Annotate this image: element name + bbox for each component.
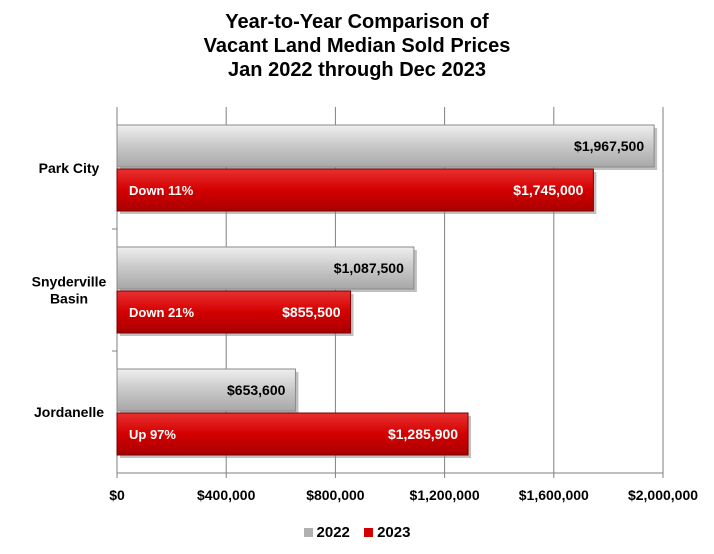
legend: 2022 2023 [0, 524, 714, 541]
bar-2022-2 [116, 368, 296, 412]
x-tick-label-3: $1,200,000 [410, 487, 480, 503]
x-tick-label-4: $1,600,000 [519, 487, 589, 503]
legend-item-2022: 2022 [303, 524, 350, 541]
legend-swatch-2022 [303, 528, 313, 537]
change-label-0: Down 11% [129, 183, 194, 198]
category-label-1-1: Basin [50, 291, 88, 307]
value-label-2022-0: $1,967,500 [574, 138, 644, 154]
bar-2023-0 [116, 168, 594, 212]
legend-label-2023: 2023 [377, 524, 411, 541]
category-label-1-0: Snyderville [32, 274, 107, 290]
change-label-1: Down 21% [129, 305, 194, 320]
chart-title-line-3: Jan 2022 through Dec 2023 [228, 59, 486, 81]
x-tick-label-1: $400,000 [197, 487, 256, 503]
value-label-2023-1: $855,500 [282, 304, 341, 320]
x-tick-label-0: $0 [109, 487, 125, 503]
value-label-2023-0: $1,745,000 [513, 182, 583, 198]
legend-item-2023: 2023 [364, 524, 410, 541]
bar-2023-1 [116, 290, 352, 334]
chart-title-line-2: Vacant Land Median Sold Prices [203, 35, 511, 57]
bar-2023-2 [116, 412, 469, 456]
legend-label-2022: 2022 [316, 524, 350, 541]
value-label-2022-1: $1,087,500 [334, 260, 404, 276]
change-label-2: Up 97% [129, 427, 176, 442]
chart-title-line-1: Year-to-Year Comparison of [225, 11, 489, 33]
value-label-2022-2: $653,600 [227, 382, 286, 398]
x-tick-label-2: $800,000 [306, 487, 365, 503]
category-label-0-0: Park City [39, 160, 100, 176]
bar-2022-1 [116, 246, 415, 290]
category-label-2-0: Jordanelle [34, 404, 104, 420]
value-label-2023-2: $1,285,900 [388, 426, 458, 442]
chart-title: Year-to-Year Comparison of Vacant Land M… [0, 10, 714, 82]
legend-swatch-2023 [364, 528, 374, 537]
x-tick-label-5: $2,000,000 [628, 487, 698, 503]
bar-2022-0 [116, 124, 655, 168]
